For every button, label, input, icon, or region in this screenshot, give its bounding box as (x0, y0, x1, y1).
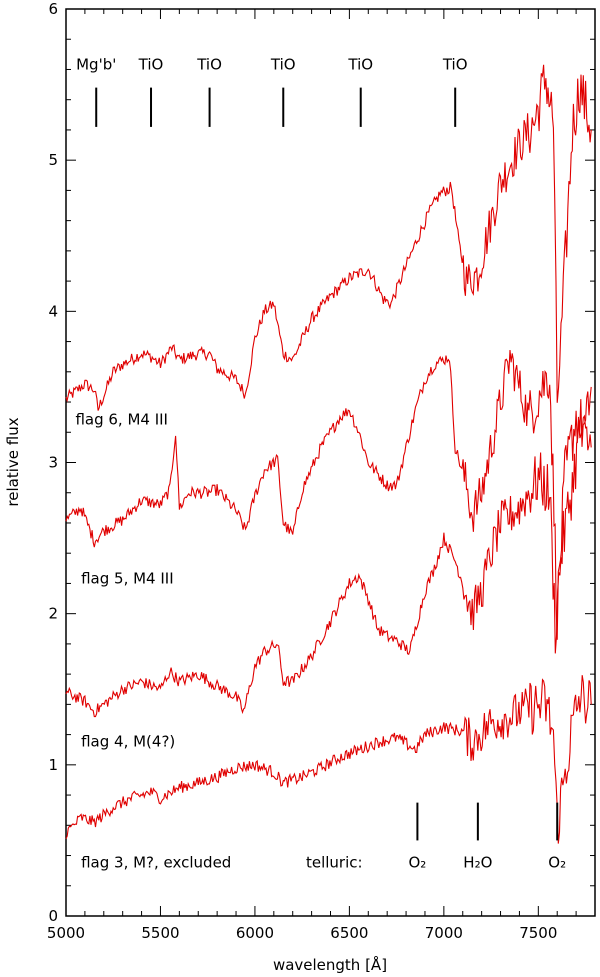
y-axis-label: relative flux (4, 417, 22, 506)
spectra-lines (65, 64, 592, 844)
x-tick-label: 5000 (47, 924, 85, 942)
x-tick-label: 6500 (330, 924, 368, 942)
y-tick-label: 0 (48, 907, 58, 925)
telluric-title: telluric: (306, 854, 363, 872)
tick-labels: 5000 5500 6000 6500 7000 7500 0 1 2 3 4 5 6 (47, 0, 558, 942)
series-label: flag 3, M?, excluded (81, 854, 231, 872)
telluric-label: O₂ (548, 854, 566, 872)
telluric-labels: telluric: O₂ H₂O O₂ (306, 802, 566, 872)
feature-label: TiO (270, 55, 296, 73)
y-tick-label: 4 (48, 302, 58, 320)
y-tick-label: 5 (48, 151, 58, 169)
y-tick-label: 1 (48, 756, 58, 774)
telluric-label: O₂ (408, 854, 426, 872)
y-tick-label: 6 (48, 0, 58, 18)
x-tick-label: 6000 (236, 924, 274, 942)
y-tick-label: 3 (48, 454, 58, 472)
x-tick-label: 7000 (425, 924, 463, 942)
feature-label: TiO (138, 55, 164, 73)
telluric-label: H₂O (463, 854, 492, 872)
feature-label: TiO (196, 55, 222, 73)
x-axis-label: wavelength [Å] (273, 955, 387, 974)
feature-label: TiO (347, 55, 373, 73)
spectrum-line-3 (65, 414, 592, 718)
x-tick-label: 7500 (519, 924, 557, 942)
series-label: flag 5, M4 III (81, 569, 174, 587)
feature-label: TiO (442, 55, 468, 73)
axis-ticks (65, 8, 596, 917)
series-label: flag 4, M(4?) (81, 733, 175, 751)
spectrum-line-1 (65, 64, 592, 411)
spectrum-line-2 (65, 349, 592, 640)
spectrum-line-4 (65, 675, 592, 844)
x-tick-label: 5500 (141, 924, 179, 942)
feature-labels: Mg'b' TiO TiO TiO TiO TiO (76, 55, 468, 127)
series-label: flag 6, M4 III (75, 411, 168, 429)
feature-label: Mg'b' (76, 55, 116, 73)
series-labels: flag 6, M4 III flag 5, M4 III flag 4, M(4?… (75, 411, 231, 872)
y-tick-label: 2 (48, 605, 58, 623)
